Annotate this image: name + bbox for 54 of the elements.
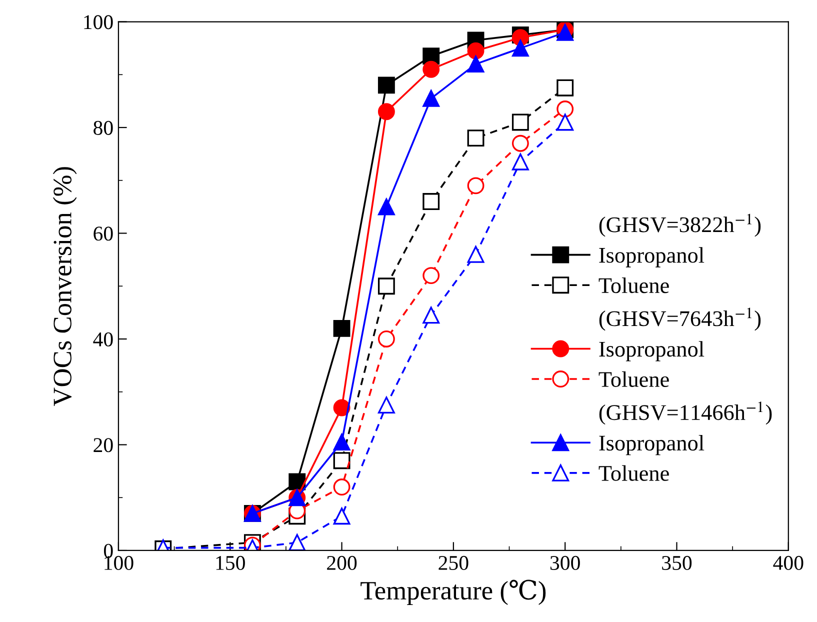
y-tick-label: 80 — [94, 120, 113, 135]
point — [333, 508, 350, 525]
point — [467, 246, 484, 263]
x-axis-title: Temperature (℃) — [360, 580, 546, 605]
point — [378, 278, 395, 295]
point — [333, 478, 350, 496]
y-tick-label: 40 — [93, 332, 113, 346]
point — [422, 90, 440, 107]
y-tick-label: 0 — [104, 544, 113, 558]
point — [467, 177, 484, 194]
point — [422, 60, 440, 78]
y-tick-label: 100 — [84, 15, 113, 30]
point — [422, 267, 440, 284]
y-axis-title: VOCs Conversion (%) — [52, 167, 77, 406]
point — [333, 320, 350, 337]
point — [378, 76, 395, 94]
point — [378, 198, 395, 216]
y-tick-label: 20 — [94, 438, 113, 452]
point — [378, 330, 395, 348]
point — [556, 79, 574, 96]
point — [288, 534, 306, 550]
point — [556, 100, 574, 118]
point — [333, 434, 350, 451]
legend-label: Isopropanol — [599, 341, 704, 362]
point — [422, 193, 440, 210]
point — [556, 114, 574, 131]
x-tick-label: 400 — [773, 556, 804, 570]
legend-label: Isopropanol — [599, 434, 704, 456]
annotation: (GHSV=7643h$^{−1}$) — [599, 308, 761, 331]
annotation: (GHSV=3822h$^{−1}$) — [599, 214, 761, 237]
annotation: (GHSV=11466h$^{−1}$) — [599, 402, 772, 425]
x-tick-label: 300 — [550, 556, 580, 570]
point — [467, 130, 484, 147]
point — [512, 114, 529, 131]
x-tick-label: 150 — [216, 556, 245, 570]
point — [333, 452, 350, 470]
legend-label: Isopropanol — [599, 247, 704, 268]
legend-label: Toluene — [598, 465, 669, 481]
legend-label: Toluene — [598, 277, 669, 294]
point — [512, 134, 529, 152]
point — [467, 42, 484, 60]
x-tick-label: 100 — [104, 556, 134, 570]
legend-label: Toluene — [598, 371, 669, 388]
point — [512, 153, 529, 170]
x-tick-label: 350 — [662, 556, 692, 570]
point — [512, 40, 529, 57]
x-tick-label: 250 — [438, 556, 468, 570]
x-tick-label: 200 — [327, 556, 357, 570]
point — [467, 56, 484, 73]
point — [422, 306, 440, 324]
point — [378, 103, 395, 120]
y-tick-label: 60 — [94, 226, 113, 241]
point — [333, 399, 350, 416]
point — [378, 396, 395, 414]
